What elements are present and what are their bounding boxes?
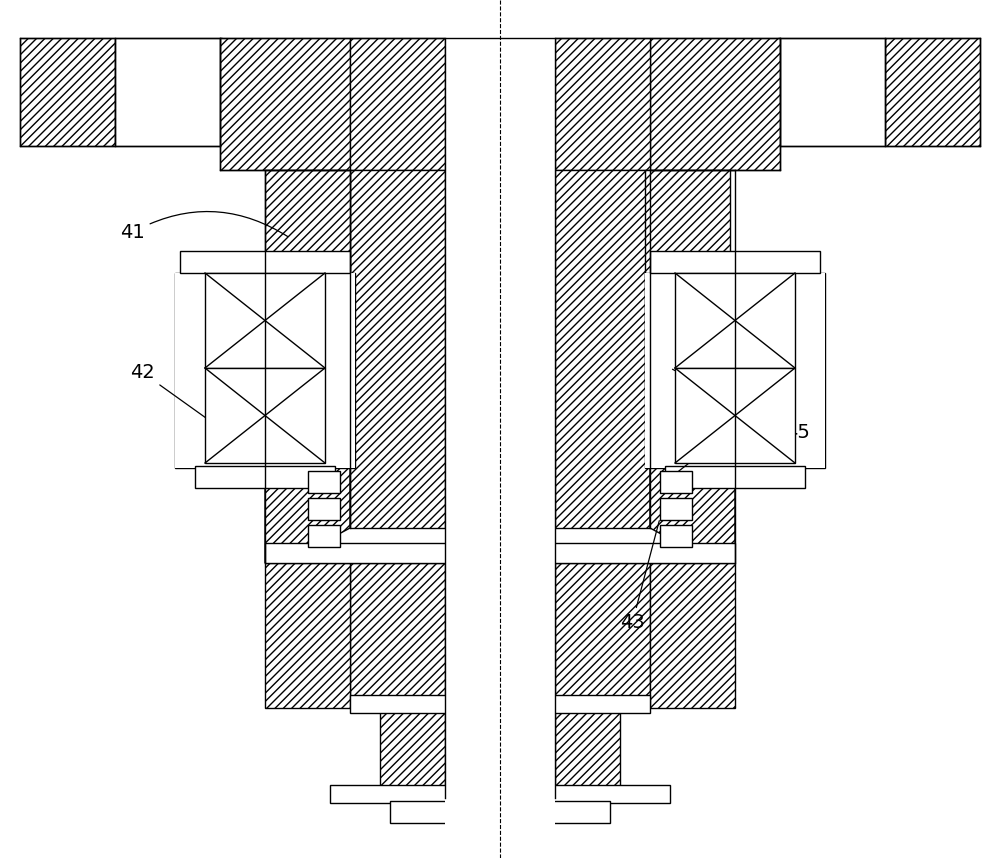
Bar [650, 563, 735, 708]
Bar [645, 170, 730, 388]
Bar [308, 498, 340, 520]
Bar [308, 471, 340, 493]
Text: 45: 45 [672, 369, 810, 442]
Bar [350, 563, 445, 708]
Bar [308, 525, 340, 547]
Bar [205, 273, 325, 368]
Bar [220, 38, 350, 170]
Bar [555, 170, 650, 528]
Bar [115, 38, 222, 146]
Text: 44: 44 [672, 388, 785, 476]
Bar [20, 38, 115, 146]
Bar [265, 170, 350, 388]
Bar [350, 38, 445, 170]
Bar [660, 471, 692, 493]
Bar [660, 525, 692, 547]
Bar [445, 0, 555, 858]
Bar [350, 695, 650, 713]
Bar [265, 563, 350, 708]
Bar [265, 543, 735, 563]
Text: 46: 46 [683, 278, 785, 297]
Bar [330, 785, 670, 803]
Bar [180, 251, 350, 273]
Bar [885, 38, 980, 146]
Text: 41: 41 [120, 212, 288, 242]
Bar [675, 368, 795, 463]
Bar [778, 38, 885, 146]
Polygon shape [650, 388, 735, 563]
Bar [650, 251, 820, 273]
Bar [325, 273, 355, 468]
Bar [645, 273, 825, 468]
Bar [195, 466, 335, 488]
Bar [390, 801, 610, 823]
Polygon shape [265, 388, 350, 563]
Bar [555, 708, 620, 798]
Bar [350, 170, 445, 528]
Bar [675, 273, 795, 368]
Bar [650, 38, 780, 170]
Bar [665, 466, 805, 488]
Text: 42: 42 [130, 363, 218, 426]
Bar [175, 273, 205, 468]
Bar [645, 273, 675, 468]
Bar [205, 368, 325, 463]
Bar [380, 708, 445, 798]
Bar [660, 498, 692, 520]
Bar [795, 273, 825, 468]
Bar [175, 273, 355, 468]
Text: 43: 43 [620, 521, 659, 632]
Bar [445, 0, 555, 858]
Bar [555, 563, 650, 708]
Bar [555, 38, 650, 170]
